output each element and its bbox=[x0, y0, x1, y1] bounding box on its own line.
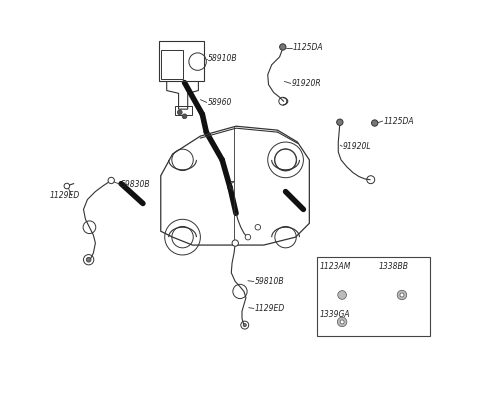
Text: 1129ED: 1129ED bbox=[50, 191, 80, 200]
Circle shape bbox=[280, 44, 286, 50]
Circle shape bbox=[86, 257, 91, 262]
Text: 58910B: 58910B bbox=[207, 54, 237, 63]
Text: 59810B: 59810B bbox=[255, 277, 284, 286]
Circle shape bbox=[337, 317, 347, 327]
Circle shape bbox=[64, 183, 70, 189]
Circle shape bbox=[108, 177, 114, 184]
Circle shape bbox=[397, 290, 407, 300]
Circle shape bbox=[243, 324, 246, 327]
Bar bbox=[175, 107, 192, 115]
Bar bbox=[317, 257, 430, 336]
Text: 91920R: 91920R bbox=[291, 79, 321, 88]
Circle shape bbox=[336, 119, 343, 125]
Bar bbox=[159, 41, 204, 81]
Bar bbox=[161, 50, 182, 79]
Circle shape bbox=[232, 240, 239, 246]
Text: 1338BB: 1338BB bbox=[378, 263, 408, 271]
Circle shape bbox=[372, 120, 378, 126]
Text: 1125DA: 1125DA bbox=[384, 117, 414, 126]
Text: 59830B: 59830B bbox=[121, 180, 151, 189]
Text: 91920L: 91920L bbox=[343, 142, 372, 151]
Text: 1125DA: 1125DA bbox=[293, 43, 324, 52]
Text: 1129ED: 1129ED bbox=[255, 304, 285, 313]
Text: 1123AM: 1123AM bbox=[320, 263, 351, 271]
Circle shape bbox=[182, 114, 187, 119]
Circle shape bbox=[340, 320, 344, 324]
Text: $\zeta$: $\zeta$ bbox=[228, 179, 236, 193]
Circle shape bbox=[338, 290, 347, 299]
Text: 58960: 58960 bbox=[207, 98, 232, 107]
Circle shape bbox=[245, 234, 251, 240]
Circle shape bbox=[255, 225, 261, 230]
Text: 1339GA: 1339GA bbox=[320, 310, 350, 319]
Circle shape bbox=[178, 110, 182, 115]
Circle shape bbox=[400, 293, 404, 297]
